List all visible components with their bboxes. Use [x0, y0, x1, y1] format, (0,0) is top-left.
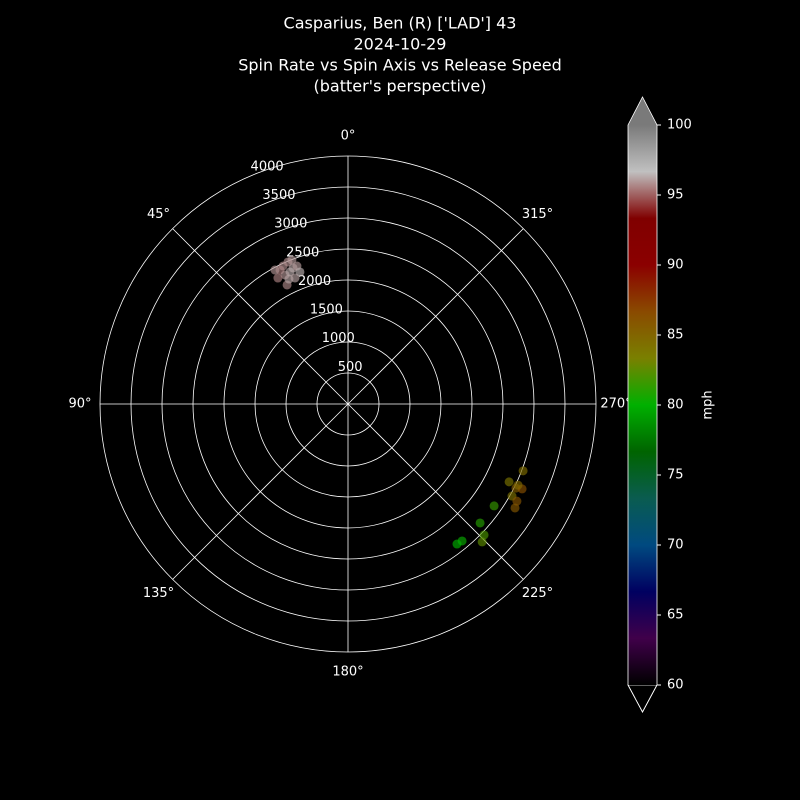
- pitch-point: [452, 539, 462, 549]
- pitch-point: [270, 265, 280, 275]
- chart-title: Casparius, Ben (R) ['LAD'] 43: [284, 14, 517, 33]
- pitch-point: [284, 274, 294, 284]
- colorbar-tick-label: 80: [667, 398, 684, 413]
- theta-tick-label: 180°: [332, 665, 363, 680]
- chart-title: Spin Rate vs Spin Axis vs Release Speed: [238, 56, 562, 75]
- pitch-point: [512, 496, 522, 506]
- theta-tick-label: 225°: [522, 586, 553, 601]
- pitch-point: [513, 480, 523, 490]
- r-tick-label: 3500: [262, 188, 295, 203]
- r-tick-label: 4000: [251, 159, 284, 174]
- colorbar-extend-top: [628, 97, 657, 125]
- r-tick-label: 1500: [310, 303, 343, 318]
- colorbar-tick-label: 75: [667, 468, 684, 483]
- pitch-point: [287, 255, 297, 265]
- chart-title: (batter's perspective): [314, 77, 487, 96]
- colorbar-tick-label: 85: [667, 328, 684, 343]
- chart-title: 2024-10-29: [354, 35, 447, 54]
- pitch-point: [504, 477, 514, 487]
- colorbar-tick-label: 70: [667, 538, 684, 553]
- pitch-point: [278, 261, 288, 271]
- pitch-point: [475, 518, 485, 528]
- pitch-point: [477, 537, 487, 547]
- pitch-point: [510, 503, 520, 513]
- r-tick-label: 500: [338, 360, 363, 375]
- pitch-point: [295, 267, 305, 277]
- r-tick-label: 3000: [274, 217, 307, 232]
- theta-tick-label: 270°: [600, 397, 631, 412]
- theta-tick-label: 135°: [143, 586, 174, 601]
- colorbar: [628, 125, 657, 685]
- grid-spoke: [172, 228, 349, 405]
- colorbar-tick-label: 60: [667, 678, 684, 693]
- r-tick-label: 1000: [322, 331, 355, 346]
- r-tick-label: 2000: [298, 274, 331, 289]
- grid-spoke: [172, 403, 349, 580]
- colorbar-tick-label: 100: [667, 118, 692, 133]
- pitch-point: [479, 530, 489, 540]
- theta-tick-label: 315°: [522, 207, 553, 222]
- pitch-point: [518, 466, 528, 476]
- grid-spoke: [347, 403, 524, 580]
- pitch-point: [489, 501, 499, 511]
- theta-tick-label: 90°: [68, 397, 91, 412]
- pitch-point: [273, 273, 283, 283]
- theta-tick-label: 45°: [147, 207, 170, 222]
- colorbar-tick-label: 65: [667, 608, 684, 623]
- colorbar-tick-label: 90: [667, 258, 684, 273]
- grid-spoke: [347, 228, 524, 405]
- colorbar-label: mph: [701, 390, 716, 419]
- colorbar-tick-label: 95: [667, 188, 684, 203]
- theta-tick-label: 0°: [341, 129, 356, 144]
- pitch-point: [285, 267, 295, 277]
